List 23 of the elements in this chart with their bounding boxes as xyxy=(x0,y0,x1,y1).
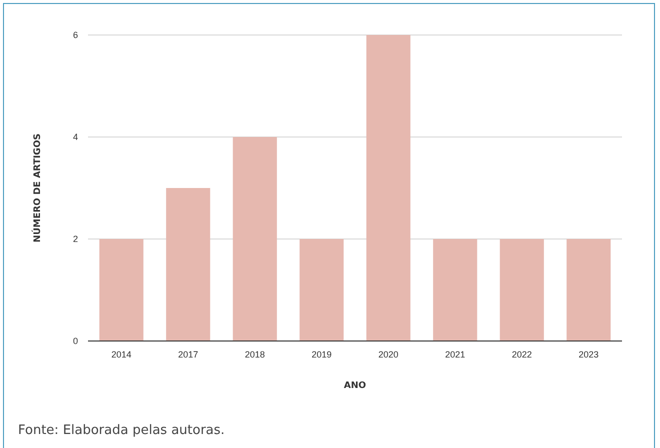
bar xyxy=(366,35,410,341)
bar xyxy=(433,239,478,341)
bar xyxy=(232,137,277,341)
y-tick-label: 4 xyxy=(72,132,78,142)
source-note: Fonte: Elaborada pelas autoras. xyxy=(18,423,225,438)
x-tick-label: 2018 xyxy=(244,349,265,360)
y-tick-label: 2 xyxy=(72,234,78,244)
x-tick-label: 2022 xyxy=(512,349,532,360)
x-tick-label: 2020 xyxy=(378,349,398,360)
bar xyxy=(166,188,210,341)
x-tick-label: 2017 xyxy=(178,349,198,360)
bar xyxy=(300,239,344,341)
x-axis-title: ANO xyxy=(344,381,366,391)
y-tick-label: 0 xyxy=(72,336,78,346)
bar xyxy=(99,239,144,341)
x-tick-label: 2019 xyxy=(312,349,332,360)
x-tick-label: 2014 xyxy=(111,349,132,360)
bar xyxy=(566,239,611,341)
x-tick-label: 2021 xyxy=(445,349,466,360)
bar xyxy=(500,239,544,341)
x-tick-label: 2023 xyxy=(578,349,599,360)
y-tick-label: 6 xyxy=(72,30,78,40)
y-axis-title: NÚMERO DE ARTIGOS xyxy=(31,134,43,242)
